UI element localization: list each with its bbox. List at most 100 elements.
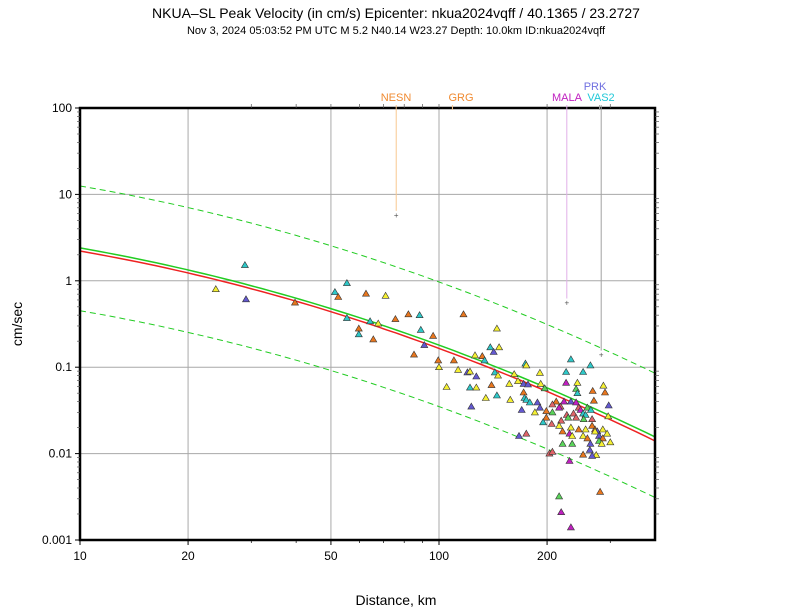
data-point — [568, 431, 577, 439]
data-point — [572, 413, 581, 421]
data-point — [470, 351, 480, 359]
data-point — [606, 438, 615, 446]
data-point — [542, 407, 551, 414]
x-tick-label: 200 — [537, 549, 557, 563]
data-point — [481, 393, 490, 401]
data-point — [559, 397, 569, 405]
data-point — [600, 388, 610, 396]
data-point — [489, 347, 498, 355]
data-point — [354, 324, 363, 332]
data-point — [558, 439, 567, 447]
data-point — [391, 315, 400, 322]
data-point — [241, 295, 251, 303]
data-point — [579, 450, 588, 458]
data-point — [506, 395, 515, 403]
data-point — [519, 379, 528, 387]
data-point — [495, 343, 504, 351]
data-point — [465, 383, 475, 391]
station-marker-nesn: + — [394, 211, 399, 220]
data-point — [290, 298, 300, 306]
data-point — [586, 361, 595, 369]
station-label-mala: MALA — [552, 92, 583, 104]
station-marker-vas2: + — [599, 351, 604, 360]
data-point — [568, 439, 577, 447]
data-point — [572, 398, 581, 406]
station-label-nesn: NESN — [381, 92, 412, 104]
data-point — [369, 335, 378, 343]
station-marker-mala: + — [564, 299, 569, 308]
data-point — [597, 439, 606, 447]
data-point — [434, 363, 444, 371]
y-tick-label: 0.1 — [55, 360, 72, 374]
data-point — [522, 429, 531, 437]
data-point — [588, 386, 597, 394]
data-point — [513, 377, 523, 384]
data-point — [416, 325, 425, 333]
data-point — [404, 310, 413, 318]
station-reference-lines: + + + — [394, 108, 604, 360]
data-point — [510, 370, 519, 378]
data-point — [562, 367, 571, 375]
data-point — [459, 310, 468, 318]
data-point — [585, 445, 594, 453]
data-point — [420, 341, 429, 348]
data-point — [588, 415, 597, 423]
data-point — [540, 384, 549, 392]
data-point — [557, 508, 566, 516]
station-label-grg: GRG — [448, 92, 473, 104]
data-point — [442, 382, 451, 390]
data-point — [533, 398, 542, 406]
data-point — [415, 311, 424, 319]
data-point — [572, 384, 581, 392]
data-point — [505, 379, 514, 387]
x-tick-label: 50 — [324, 549, 338, 563]
curve-reference-median — [79, 247, 656, 438]
data-point — [604, 412, 613, 420]
data-point — [588, 421, 597, 429]
model-curves — [79, 185, 656, 498]
data-point — [542, 413, 551, 421]
data-point — [589, 396, 598, 404]
data-point — [579, 415, 588, 423]
data-point — [555, 421, 564, 429]
x-tick-label: 10 — [73, 549, 87, 563]
y-tick-label: 1 — [65, 274, 72, 288]
data-point — [579, 367, 588, 375]
data-point — [490, 368, 499, 376]
data-point — [586, 439, 595, 447]
data-point — [472, 372, 481, 380]
data-point — [599, 381, 608, 389]
data-point — [493, 371, 503, 379]
data-point — [342, 314, 351, 321]
curve-lower-bound — [79, 310, 656, 498]
data-point — [478, 352, 487, 360]
data-point — [514, 431, 524, 439]
data-point — [530, 408, 539, 416]
data-point — [588, 451, 597, 459]
data-point — [472, 383, 481, 391]
data-point — [565, 456, 574, 464]
y-tick-label: 10 — [59, 187, 73, 201]
data-point — [523, 380, 533, 388]
data-point — [354, 330, 363, 338]
data-point — [566, 423, 575, 431]
data-point — [579, 431, 588, 439]
data-point — [434, 356, 443, 364]
y-tick-label: 100 — [52, 101, 72, 115]
data-point — [525, 398, 534, 406]
data-point — [566, 397, 575, 405]
data-point — [557, 416, 566, 424]
data-point — [604, 401, 613, 409]
data-point — [361, 289, 371, 297]
curve-fit — [79, 250, 656, 442]
data-point — [240, 261, 249, 268]
data-point — [596, 487, 605, 495]
data-point — [342, 279, 351, 286]
y-tick-label: 0.001 — [42, 533, 72, 547]
data-point — [374, 319, 383, 327]
data-point — [598, 434, 607, 442]
axes-frame — [78, 106, 657, 542]
data-point — [487, 381, 496, 388]
data-point — [486, 343, 495, 351]
